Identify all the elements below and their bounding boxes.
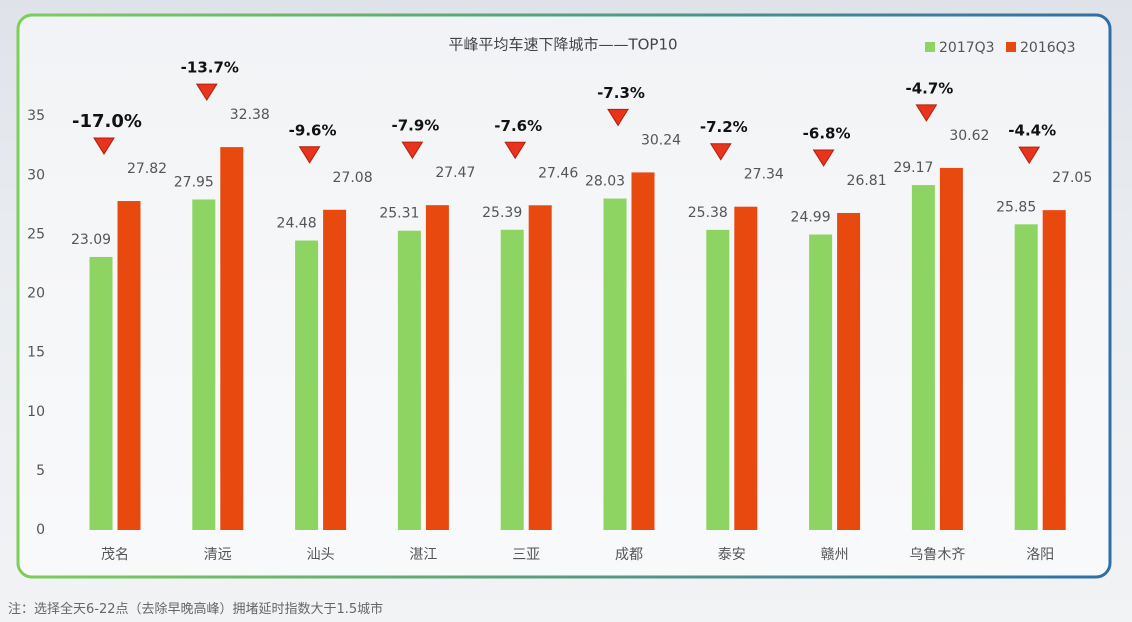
data-label: 27.82 xyxy=(127,161,167,177)
data-label: 28.03 xyxy=(585,174,625,190)
data-label: 30.24 xyxy=(641,132,681,148)
change-marker xyxy=(93,137,115,155)
change-label: -7.6% xyxy=(494,117,542,135)
bar xyxy=(911,185,935,530)
bar xyxy=(809,234,833,530)
change-label: -7.2% xyxy=(700,118,748,136)
data-label: 30.62 xyxy=(949,128,989,144)
bar xyxy=(89,256,113,530)
x-tick-label: 成都 xyxy=(615,547,643,563)
data-label: 25.38 xyxy=(688,205,728,221)
data-label: 27.47 xyxy=(435,165,475,181)
bar xyxy=(603,198,627,530)
bar xyxy=(192,199,216,530)
legend-label: 2016Q3 xyxy=(1020,40,1076,56)
y-tick-label: 35 xyxy=(27,108,45,124)
x-tick-label: 赣州 xyxy=(821,547,849,563)
bar xyxy=(837,212,861,531)
change-marker xyxy=(709,143,732,161)
x-tick-label: 泰安 xyxy=(718,547,746,563)
x-tick-label: 湛江 xyxy=(409,547,437,563)
data-label: 25.39 xyxy=(482,205,522,221)
data-label: 27.34 xyxy=(744,167,784,183)
change-label: -9.6% xyxy=(289,121,337,139)
change-label: -4.7% xyxy=(905,79,953,97)
data-label: 24.99 xyxy=(791,209,831,225)
change-marker xyxy=(1018,146,1041,165)
data-label: 29.17 xyxy=(893,160,933,176)
bar xyxy=(939,167,963,530)
bar xyxy=(734,206,758,530)
bar xyxy=(425,205,449,531)
change-marker xyxy=(607,108,629,127)
change-marker xyxy=(915,104,938,122)
chart-title: 平峰平均车速下降城市——TOP10 xyxy=(448,36,677,54)
change-label: -7.9% xyxy=(391,117,439,135)
legend-swatch xyxy=(1006,42,1016,52)
change-marker xyxy=(812,149,835,167)
bar xyxy=(323,209,347,531)
change-label: -7.3% xyxy=(597,84,645,102)
bar xyxy=(220,147,244,530)
bar xyxy=(1042,210,1066,531)
data-label: 27.08 xyxy=(333,170,373,186)
data-label: 27.05 xyxy=(1052,170,1092,186)
x-tick-label: 清远 xyxy=(204,547,232,563)
y-tick-label: 5 xyxy=(36,463,45,479)
change-label: -4.4% xyxy=(1008,122,1056,140)
x-tick-label: 茂名 xyxy=(101,546,129,563)
change-label: -17.0% xyxy=(72,111,142,132)
change-marker xyxy=(504,141,527,160)
y-tick-label: 10 xyxy=(27,404,45,420)
bar xyxy=(631,172,655,531)
frame xyxy=(16,13,1112,579)
change-marker xyxy=(401,141,424,160)
bar xyxy=(706,229,730,530)
chart: 平峰平均车速下降城市——TOP10 2017Q3 2016Q3 0 5 10 15 20… xyxy=(16,13,1112,579)
y-tick-label: 25 xyxy=(27,226,45,242)
legend-label: 2017Q3 xyxy=(939,40,995,56)
x-tick-label: 三亚 xyxy=(512,547,540,563)
change-marker xyxy=(298,146,321,164)
bar xyxy=(528,205,552,530)
data-label: 25.85 xyxy=(996,199,1036,215)
change-marker xyxy=(195,83,218,102)
y-tick-label: 30 xyxy=(27,167,45,183)
data-label: 25.31 xyxy=(379,206,419,222)
legend-swatch xyxy=(925,42,935,52)
data-label: 24.48 xyxy=(277,216,317,232)
footnote: 注：选择全天6-22点（去除早晚高峰）拥堵延时指数大于1.5城市 xyxy=(8,602,384,617)
data-label: 26.81 xyxy=(847,173,887,189)
data-label: 23.09 xyxy=(71,232,111,248)
y-tick-label: 0 xyxy=(36,522,45,538)
change-label: -6.8% xyxy=(803,124,851,142)
x-tick-label: 洛阳 xyxy=(1026,547,1054,563)
bar xyxy=(117,201,141,530)
y-tick-label: 20 xyxy=(27,286,45,302)
bar xyxy=(397,230,421,531)
data-label: 27.95 xyxy=(174,174,214,190)
data-label: 32.38 xyxy=(230,107,270,123)
bar xyxy=(500,229,524,530)
x-tick-label: 乌鲁木齐 xyxy=(909,547,965,563)
change-label: -13.7% xyxy=(181,59,239,77)
data-label: 27.46 xyxy=(538,165,578,181)
x-tick-label: 汕头 xyxy=(307,547,335,563)
bar xyxy=(1014,224,1038,531)
bar xyxy=(295,240,319,531)
y-tick-label: 15 xyxy=(27,345,45,361)
